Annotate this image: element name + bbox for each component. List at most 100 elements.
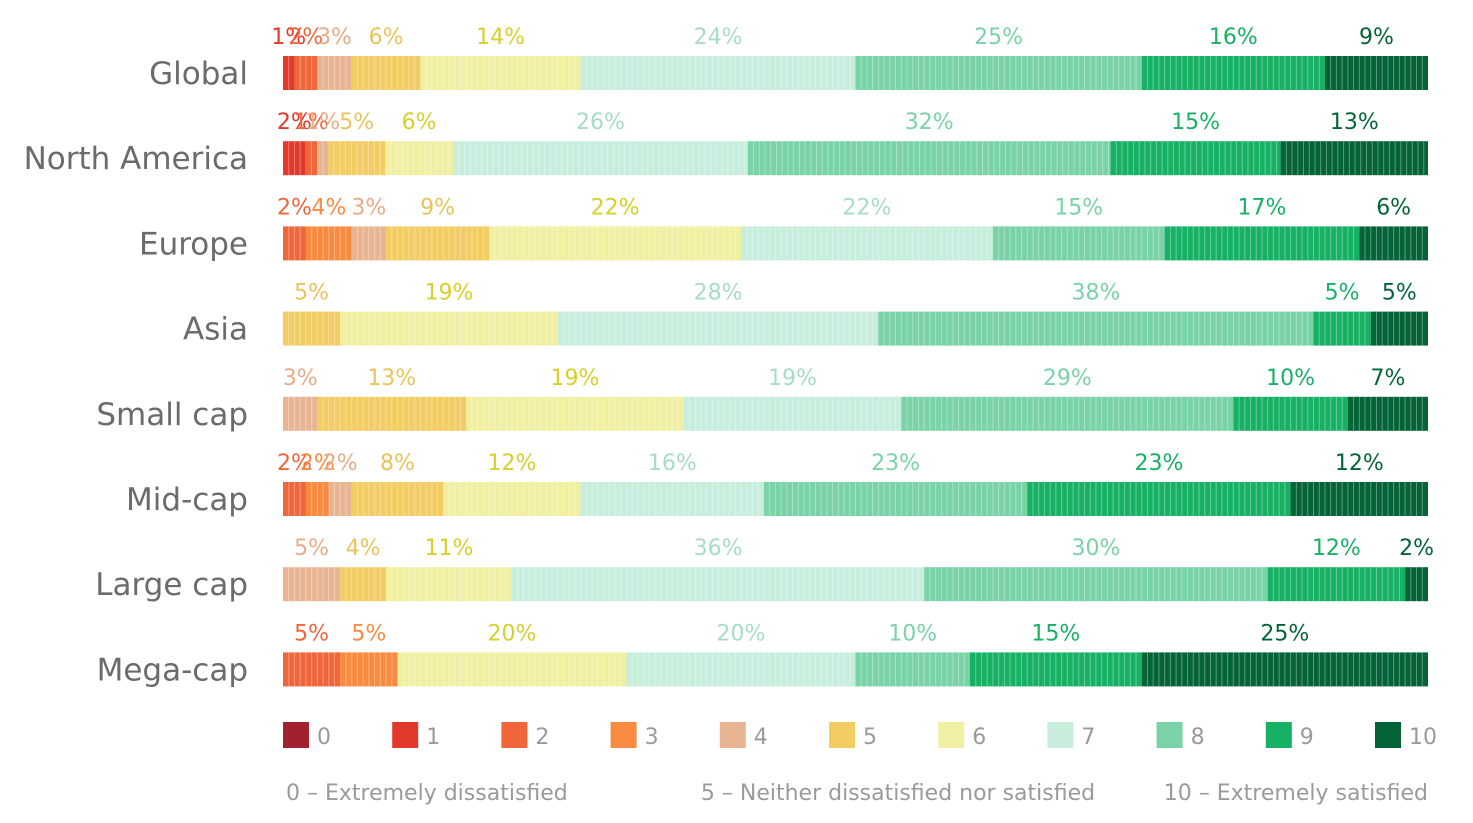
legend-label: 5 bbox=[863, 725, 877, 750]
segment-texture bbox=[585, 56, 851, 90]
legend-swatch-9 bbox=[1265, 722, 1292, 748]
value-label: 22% bbox=[842, 195, 891, 220]
value-label: 5% bbox=[294, 536, 329, 561]
segment-texture bbox=[631, 652, 851, 687]
bar-segment-2 bbox=[283, 652, 341, 687]
value-label: 16% bbox=[1209, 25, 1258, 50]
value-label: 15% bbox=[1171, 110, 1220, 135]
bar-segment-2 bbox=[305, 141, 318, 176]
segment-texture bbox=[334, 482, 347, 516]
segment-texture bbox=[390, 141, 449, 176]
segment-texture bbox=[1375, 311, 1423, 346]
bar-segment-5 bbox=[386, 226, 490, 261]
value-label: 1% bbox=[305, 110, 340, 135]
bar-segment-6 bbox=[489, 226, 741, 261]
segment-texture bbox=[322, 396, 461, 431]
bar-segment-9 bbox=[1233, 396, 1348, 431]
segment-texture bbox=[1364, 226, 1423, 261]
value-label: 10% bbox=[888, 621, 937, 646]
legend-swatch-8 bbox=[1156, 722, 1183, 748]
legend-label: 4 bbox=[754, 725, 768, 750]
bar-segment-5 bbox=[351, 56, 421, 90]
segment-texture bbox=[860, 652, 965, 687]
segment-texture bbox=[391, 567, 507, 602]
segment-texture bbox=[425, 56, 576, 90]
value-label: 24% bbox=[694, 25, 743, 50]
segment-texture bbox=[1146, 56, 1320, 90]
legend-swatch-1 bbox=[392, 722, 419, 748]
bar-segment-10 bbox=[1370, 311, 1428, 346]
bar-segment-7 bbox=[453, 141, 748, 176]
bar-segment-9 bbox=[1027, 482, 1291, 516]
value-label: 22% bbox=[591, 195, 640, 220]
value-label: 5% bbox=[294, 281, 329, 306]
value-label: 8% bbox=[380, 451, 415, 476]
legend-label: 10 bbox=[1409, 725, 1437, 750]
bar-segment-4 bbox=[351, 226, 387, 261]
value-label: 28% bbox=[694, 281, 743, 306]
segment-texture bbox=[448, 482, 576, 516]
legend-swatch-2 bbox=[501, 722, 528, 748]
category-label: Mid-cap bbox=[126, 482, 248, 518]
value-label: 2% bbox=[1399, 536, 1434, 561]
value-label: 15% bbox=[1054, 195, 1103, 220]
bar-segment-2 bbox=[283, 226, 306, 261]
value-label: 13% bbox=[1330, 110, 1379, 135]
legend-swatch-0 bbox=[283, 722, 309, 748]
bar-segment-7 bbox=[741, 226, 993, 261]
segment-texture bbox=[746, 226, 988, 261]
category-label: Europe bbox=[139, 226, 248, 262]
value-label: 20% bbox=[717, 621, 766, 646]
segment-texture bbox=[1238, 396, 1343, 431]
bar-segment-5 bbox=[340, 567, 387, 602]
segment-texture bbox=[288, 226, 301, 261]
value-label: 2% bbox=[277, 195, 312, 220]
bar-segment-3 bbox=[305, 226, 352, 261]
value-label: 26% bbox=[576, 110, 625, 135]
segment-texture bbox=[585, 482, 759, 516]
bar-segment-9 bbox=[1267, 567, 1406, 602]
value-label: 3% bbox=[351, 195, 386, 220]
value-label: 12% bbox=[1312, 536, 1361, 561]
value-label: 16% bbox=[648, 451, 697, 476]
segment-texture bbox=[288, 311, 336, 346]
value-label: 4% bbox=[346, 536, 381, 561]
value-label: 2% bbox=[300, 451, 335, 476]
segment-texture bbox=[1330, 56, 1423, 90]
value-label: 13% bbox=[367, 366, 416, 391]
bar-segment-4 bbox=[283, 567, 341, 602]
category-label: Global bbox=[149, 56, 248, 92]
segment-texture bbox=[769, 482, 1023, 516]
legend-label: 9 bbox=[1300, 725, 1314, 750]
segment-texture bbox=[345, 567, 381, 602]
segment-texture bbox=[998, 226, 1160, 261]
segment-texture bbox=[356, 226, 381, 261]
legend-label: 1 bbox=[426, 725, 440, 750]
bar-segment-6 bbox=[340, 311, 558, 346]
segment-texture bbox=[345, 311, 553, 346]
bar-segment-10 bbox=[1141, 652, 1428, 687]
value-labels-layer: 1%2%3% 6% 14% 24% 25% 16% 9%2%1%1% 5% 6% 26% 32% 15… bbox=[271, 25, 1434, 646]
bar-segment-9 bbox=[970, 652, 1142, 687]
value-label: 32% bbox=[905, 110, 954, 135]
bar-segment-8 bbox=[763, 482, 1028, 516]
segment-texture bbox=[1146, 652, 1423, 687]
segment-texture bbox=[311, 226, 347, 261]
bar-segment-8 bbox=[878, 311, 1314, 346]
legend-label: 6 bbox=[972, 725, 986, 750]
segment-texture bbox=[1032, 482, 1286, 516]
bar-segment-6 bbox=[397, 652, 627, 687]
bar-segment-4 bbox=[283, 396, 318, 431]
segment-texture bbox=[1272, 567, 1400, 602]
bar-segment-5 bbox=[351, 482, 444, 516]
value-label: 10% bbox=[1266, 366, 1315, 391]
segment-texture bbox=[356, 56, 416, 90]
value-label: 12% bbox=[488, 451, 537, 476]
bar-segment-4 bbox=[317, 141, 329, 176]
bar-segment-1 bbox=[283, 141, 306, 176]
bar-segment-1 bbox=[283, 56, 295, 90]
bar-segment-8 bbox=[992, 226, 1165, 261]
segment-texture bbox=[299, 56, 313, 90]
value-label: 25% bbox=[1260, 621, 1309, 646]
